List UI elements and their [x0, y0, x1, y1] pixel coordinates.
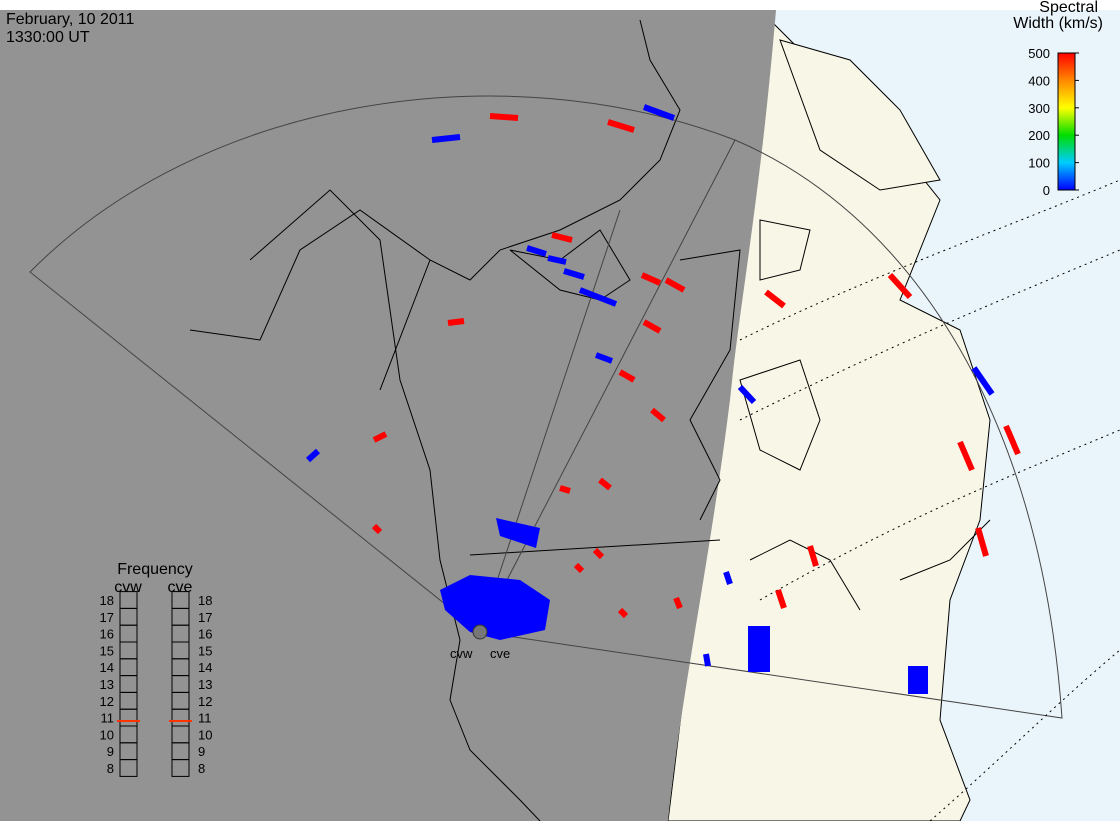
- frequency-tick-label: 13: [198, 677, 212, 692]
- radar-site: [472, 624, 488, 640]
- frequency-tick-label: 13: [100, 677, 114, 692]
- colorbar-title: Spectral: [1039, 0, 1098, 16]
- frequency-tick-label: 15: [198, 643, 212, 658]
- colorbar-tick-label: 0: [1043, 183, 1050, 198]
- top-strip: [0, 0, 1120, 10]
- colorbar-tick-label: 300: [1028, 101, 1050, 116]
- frequency-tick-label: 18: [100, 593, 114, 608]
- frequency-tick-label: 11: [101, 711, 115, 726]
- lat-circles: [739, 179, 1120, 821]
- frequency-tick-label: 8: [198, 761, 205, 776]
- radar-name: cvw: [114, 579, 142, 596]
- frequency-tick-label: 12: [198, 694, 212, 709]
- frequency-tick-label: 16: [198, 627, 212, 642]
- frequency-box: [171, 591, 190, 609]
- frequency-tick-label: 10: [198, 727, 212, 742]
- colorbar: [1057, 52, 1076, 191]
- frequency-tick-label: 15: [100, 643, 114, 658]
- frequency-tick-label: 16: [100, 627, 114, 642]
- frequency-tick-label: 14: [198, 660, 212, 675]
- frequency-tick-label: 14: [100, 660, 114, 675]
- frequency-tick-label: 12: [100, 694, 114, 709]
- colorbar-tick-label: 200: [1028, 128, 1050, 143]
- frequency-tick-label: 18: [198, 593, 212, 608]
- frequency-title: Frequency: [117, 561, 193, 578]
- frequency-tick-label: 17: [100, 610, 114, 625]
- echoes: [305, 104, 1021, 694]
- frequency-box: [119, 591, 138, 609]
- colorbar-tick-label: 500: [1028, 46, 1050, 61]
- night-side: [0, 10, 776, 821]
- time: 1330:00 UT: [6, 29, 90, 46]
- coastlines: [189, 19, 991, 821]
- field-of-view: [29, 95, 1063, 719]
- frequency-tick-label: 9: [107, 744, 114, 759]
- frequency-tick-label: 10: [100, 727, 114, 742]
- colorbar-title: Width (km/s): [1013, 15, 1103, 32]
- frequency-tick-label: 8: [107, 761, 114, 776]
- colorbar-tick-label: 100: [1028, 156, 1050, 171]
- frequency-tick-label: 17: [198, 610, 212, 625]
- colorbar-tick-label: 400: [1028, 73, 1050, 88]
- site-label: cvw: [450, 646, 473, 661]
- frequency-tick-label: 9: [198, 744, 205, 759]
- site-label: cve: [490, 646, 510, 661]
- frequency-tick-label: 11: [198, 711, 212, 726]
- date: February, 10 2011: [6, 11, 134, 28]
